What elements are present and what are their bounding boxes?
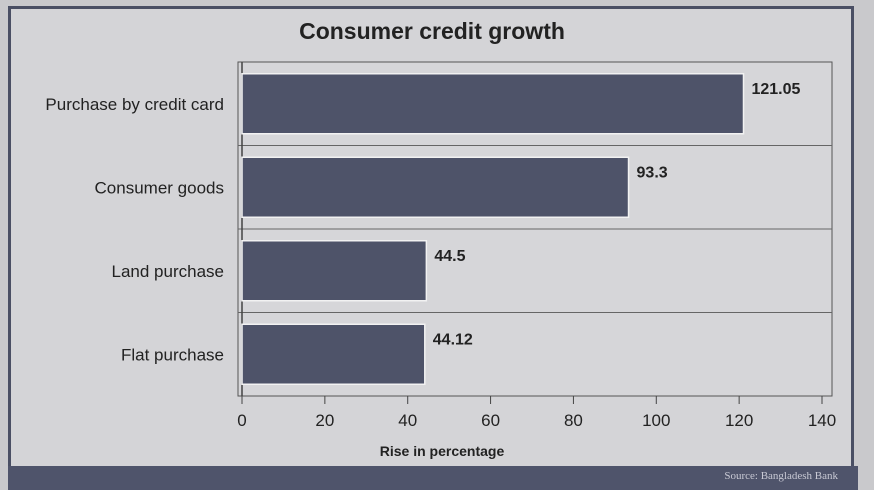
x-axis-label: Rise in percentage bbox=[380, 443, 505, 459]
category-label: Flat purchase bbox=[121, 345, 224, 364]
x-tick-label: 0 bbox=[237, 411, 246, 430]
data-label: 44.5 bbox=[434, 248, 465, 265]
x-tick-label: 140 bbox=[808, 411, 836, 430]
x-tick-label: 100 bbox=[642, 411, 670, 430]
x-tick-label: 60 bbox=[481, 411, 500, 430]
bar bbox=[241, 156, 630, 218]
data-label: 44.12 bbox=[433, 331, 473, 348]
bar bbox=[241, 73, 745, 135]
bar bbox=[241, 240, 428, 302]
x-tick-label: 20 bbox=[315, 411, 334, 430]
footer-band bbox=[8, 466, 858, 490]
category-label: Consumer goods bbox=[95, 178, 224, 197]
category-label: Purchase by credit card bbox=[45, 95, 224, 114]
source-note: Source: Bangladesh Bank bbox=[724, 470, 838, 482]
x-tick-label: 120 bbox=[725, 411, 753, 430]
x-tick-label: 80 bbox=[564, 411, 583, 430]
bar bbox=[241, 323, 426, 385]
category-label: Land purchase bbox=[112, 262, 224, 281]
x-tick-label: 40 bbox=[398, 411, 417, 430]
data-label: 121.05 bbox=[751, 81, 800, 98]
data-label: 93.3 bbox=[637, 164, 668, 181]
chart-title: Consumer credit growth bbox=[299, 18, 565, 44]
